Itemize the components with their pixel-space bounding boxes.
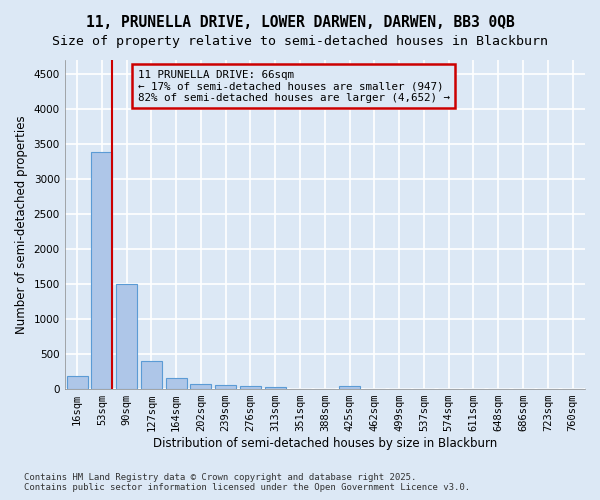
Y-axis label: Number of semi-detached properties: Number of semi-detached properties [15,115,28,334]
Bar [265,386,286,389]
Bar [166,378,187,389]
Text: 11, PRUNELLA DRIVE, LOWER DARWEN, DARWEN, BB3 0QB: 11, PRUNELLA DRIVE, LOWER DARWEN, DARWEN… [86,15,514,30]
Bar [91,152,112,389]
Text: 11 PRUNELLA DRIVE: 66sqm
← 17% of semi-detached houses are smaller (947)
82% of : 11 PRUNELLA DRIVE: 66sqm ← 17% of semi-d… [137,70,449,103]
Bar [190,384,211,389]
Bar [67,376,88,389]
Bar [141,362,162,389]
Text: Contains HM Land Registry data © Crown copyright and database right 2025.
Contai: Contains HM Land Registry data © Crown c… [24,473,470,492]
Bar [240,386,261,389]
Text: Size of property relative to semi-detached houses in Blackburn: Size of property relative to semi-detach… [52,35,548,48]
Bar [116,284,137,389]
Bar [215,385,236,389]
X-axis label: Distribution of semi-detached houses by size in Blackburn: Distribution of semi-detached houses by … [153,437,497,450]
Bar [339,386,360,389]
